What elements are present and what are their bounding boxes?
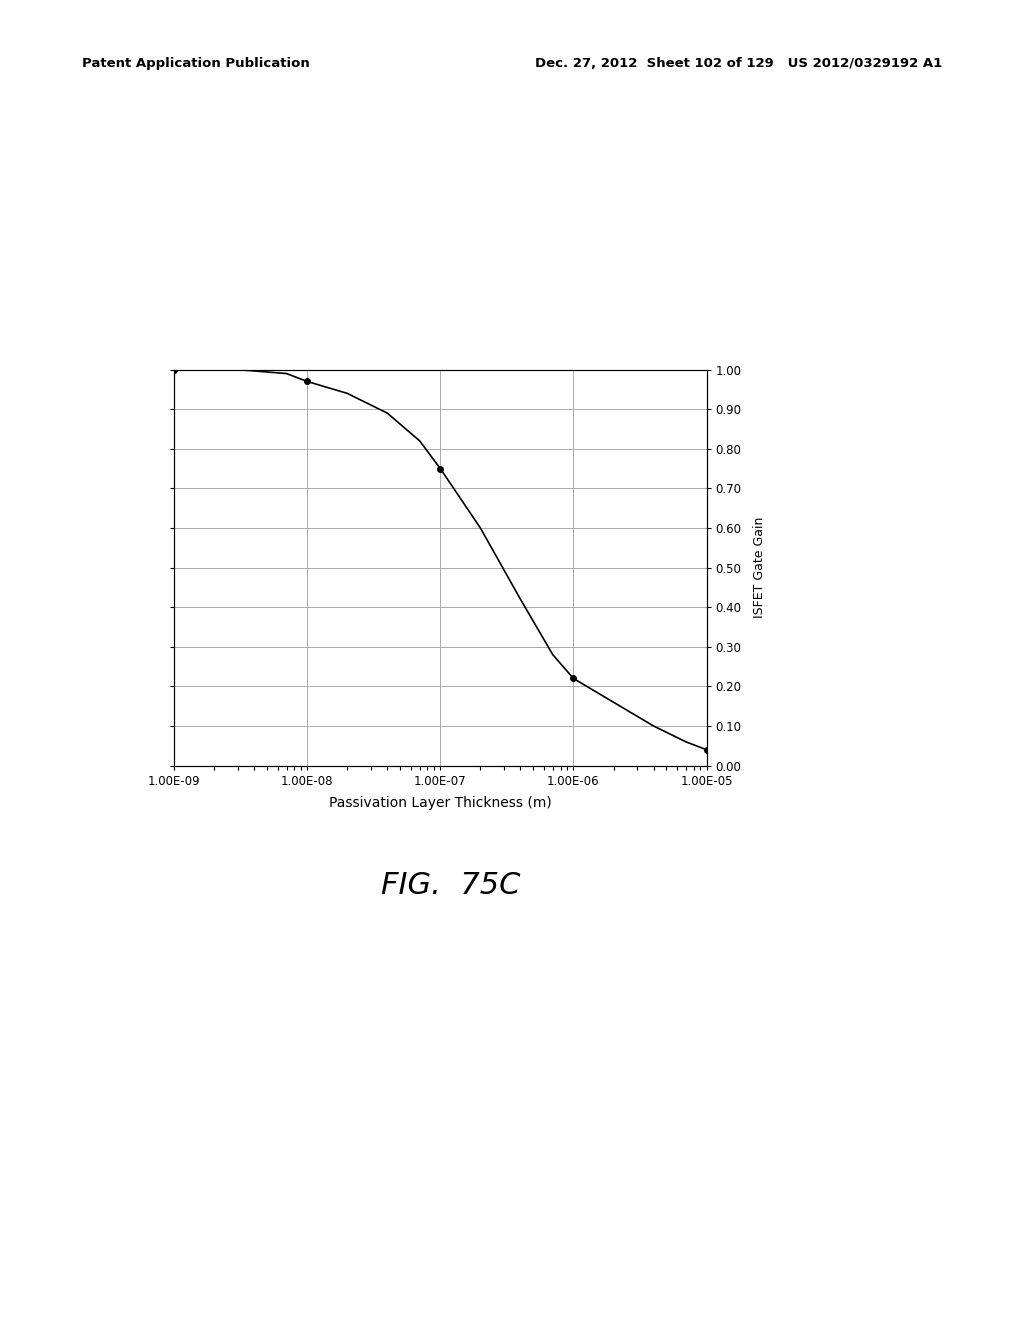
Text: FIG.  75C: FIG. 75C — [381, 871, 520, 900]
Y-axis label: ISFET Gate Gain: ISFET Gate Gain — [753, 517, 766, 618]
Text: Patent Application Publication: Patent Application Publication — [82, 57, 309, 70]
X-axis label: Passivation Layer Thickness (m): Passivation Layer Thickness (m) — [329, 796, 552, 810]
Text: Dec. 27, 2012  Sheet 102 of 129   US 2012/0329192 A1: Dec. 27, 2012 Sheet 102 of 129 US 2012/0… — [535, 57, 942, 70]
